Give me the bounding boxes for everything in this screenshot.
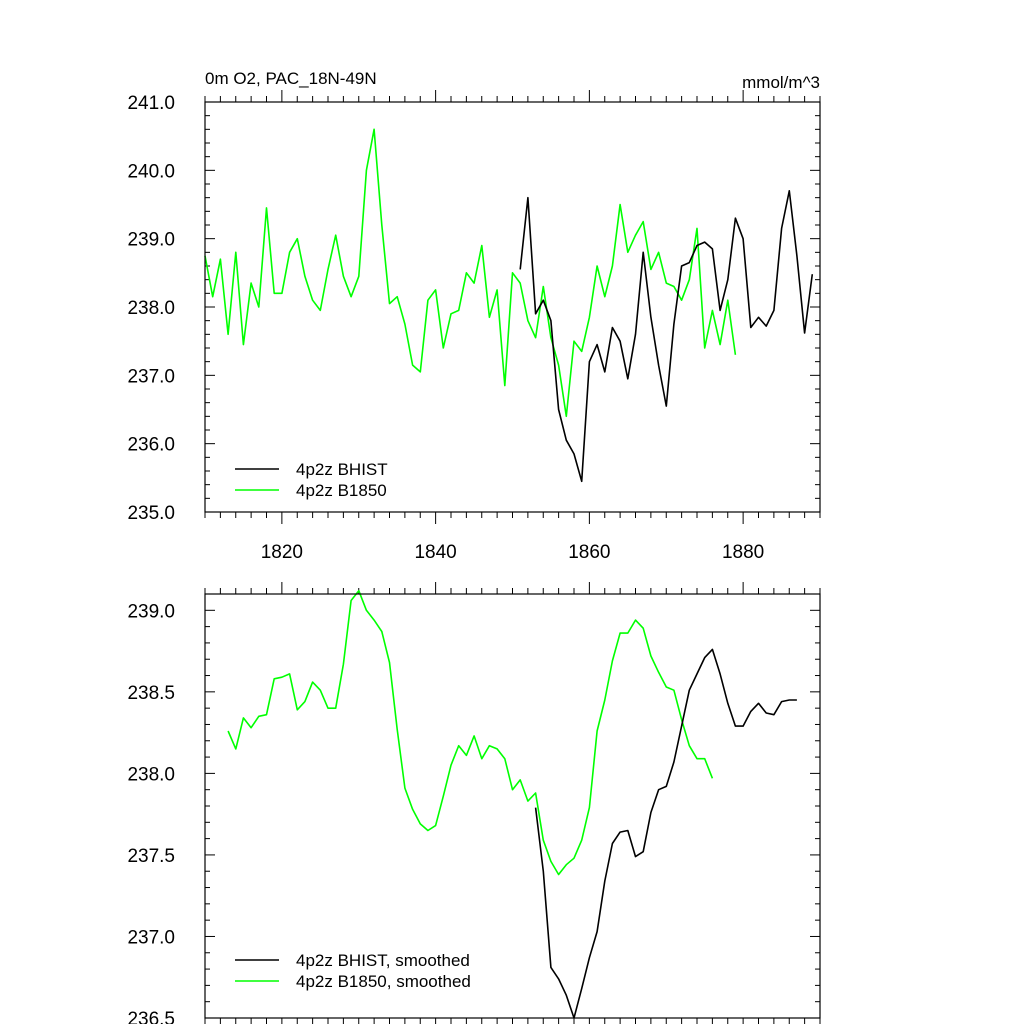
x-tick-label: 1840 [414,542,456,563]
y-tick-label: 238.0 [127,298,175,319]
y-tick-label: 238.5 [127,683,175,704]
bottom-panel: 236.5 237.0 237.5 238.0 238.5 239.0 4p2z BHIS… [127,582,821,1024]
top-series-line-4p2z-bhist [519,190,814,483]
top-legend: 4p2z BHIST 4p2z B1850 [235,460,388,500]
y-tick-label: 236.0 [127,435,175,456]
y-tick-label: 240.0 [127,161,175,182]
bottom-plot-frame [204,593,821,1019]
y-tick-label: 238.0 [127,764,175,785]
top-series-line-4p2z-b1850 [204,128,737,418]
y-tick-label: 237.0 [127,366,175,387]
legend-label-bhist-smoothed: 4p2z BHIST, smoothed [296,951,470,970]
x-tick-label: 1820 [261,542,303,563]
y-tick-label: 239.0 [127,601,175,622]
y-tick-label: 237.0 [127,927,175,948]
legend-label-b1850: 4p2z B1850 [296,481,387,500]
bottom-legend: 4p2z BHIST, smoothed 4p2z B1850, smoothe… [235,951,471,991]
bottom-ticks: 236.5 237.0 237.5 238.0 238.5 239.0 [127,582,821,1024]
top-series-lines [204,128,814,483]
top-title-right: mmol/m^3 [742,73,820,92]
y-tick-label: 241.0 [127,93,175,114]
x-tick-label: 1860 [568,542,610,563]
legend-label-bhist: 4p2z BHIST [296,460,388,479]
top-ticks: 235.0 236.0 237.0 238.0 239.0 240.0 241.0 1820 1… [127,90,821,563]
bottom-series-lines [227,589,797,1019]
top-title-left: 0m O2, PAC_18N-49N [205,69,377,88]
top-panel: 0m O2, PAC_18N-49N mmol/m^3 235.0236.023… [127,69,821,563]
y-tick-label: 236.5 [127,1009,175,1024]
y-tick-label: 239.0 [127,230,175,251]
bottom-series-line-4p2z-b1850-smoothed [227,589,714,876]
y-tick-label: 237.5 [127,846,175,867]
top-plot-frame [204,101,821,513]
x-tick-label: 1880 [722,542,764,563]
y-tick-label: 235.0 [127,503,175,524]
legend-label-b1850-smoothed: 4p2z B1850, smoothed [296,972,471,991]
bottom-series-line-4p2z-bhist-smoothed [534,648,797,1019]
